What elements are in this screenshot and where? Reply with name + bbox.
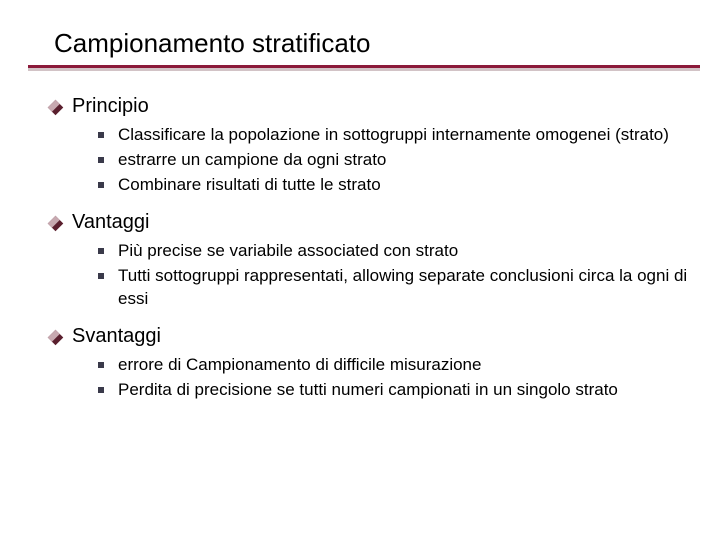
section-heading: Principio	[72, 95, 692, 118]
section-items: Più precise se variabile associated con …	[72, 240, 692, 311]
section-vantaggi: Vantaggi Più precise se variabile associ…	[50, 211, 692, 311]
list-item: Combinare risultati di tutte le strato	[96, 174, 692, 197]
title-underline	[28, 65, 700, 73]
list-item: Classificare la popolazione in sottogrup…	[96, 124, 692, 147]
slide: Campionamento stratificato Principio Cla…	[0, 0, 720, 540]
section-items: Classificare la popolazione in sottogrup…	[72, 124, 692, 197]
list-item: estrarre un campione da ogni strato	[96, 149, 692, 172]
section-heading: Vantaggi	[72, 211, 692, 234]
list-item: errore di Campionamento di difficile mis…	[96, 354, 692, 377]
section-heading: Svantaggi	[72, 325, 692, 348]
section-svantaggi: Svantaggi errore di Campionamento di dif…	[50, 325, 692, 402]
slide-title: Campionamento stratificato	[50, 28, 692, 59]
list-item: Tutti sottogruppi rappresentati, allowin…	[96, 265, 692, 311]
diamond-bullet-icon	[48, 216, 64, 232]
list-item: Più precise se variabile associated con …	[96, 240, 692, 263]
diamond-bullet-icon	[48, 329, 64, 345]
content-list: Principio Classificare la popolazione in…	[50, 95, 692, 402]
section-principio: Principio Classificare la popolazione in…	[50, 95, 692, 197]
diamond-bullet-icon	[48, 100, 64, 116]
list-item: Perdita di precisione se tutti numeri ca…	[96, 379, 692, 402]
section-items: errore di Campionamento di difficile mis…	[72, 354, 692, 402]
